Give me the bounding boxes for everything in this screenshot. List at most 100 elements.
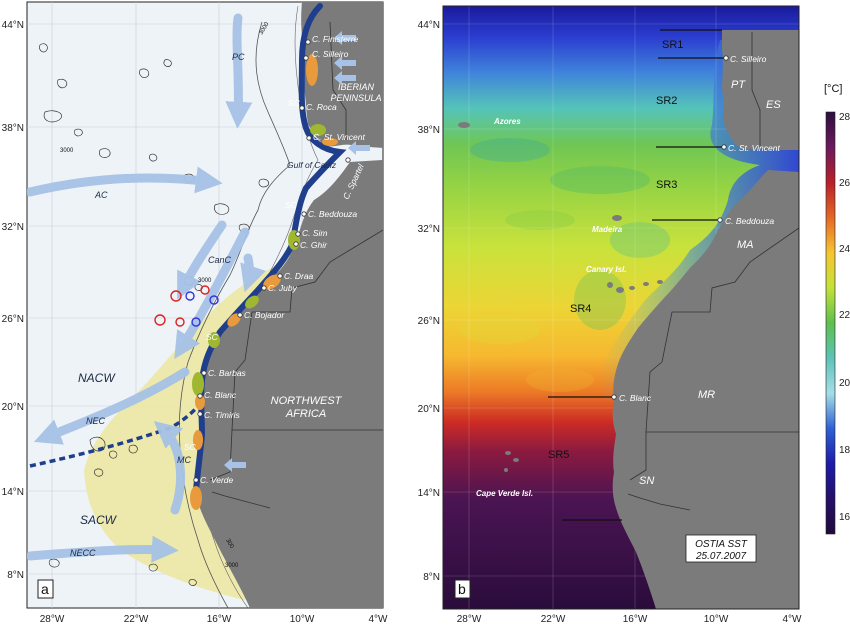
cape-label: C. St. Vincent	[728, 143, 780, 153]
panel-b-islands	[458, 122, 663, 472]
product-name: OSTIA SST	[695, 539, 748, 550]
panel-b-lon-ticks: 28°W 22°W 16°W 10°W 4°W	[457, 614, 802, 625]
lat-tick: 20°N	[418, 404, 440, 415]
cape-label: C. Timiris	[204, 410, 241, 420]
lon-tick: 10°W	[704, 614, 729, 625]
canc-upper-arrow	[240, 253, 266, 293]
lat-tick: 20°N	[2, 402, 24, 413]
sc-label: SC	[288, 98, 301, 108]
pc-current-arrow	[225, 13, 253, 129]
lon-tick: 10°W	[290, 614, 315, 625]
country-label: MA	[737, 239, 754, 251]
colorbar-tick: 20	[839, 378, 850, 389]
isobath-label: 3000	[198, 278, 212, 284]
cape-label: C. Roca	[306, 102, 337, 112]
cape-label: C. Draa	[284, 271, 314, 281]
eddies	[154, 285, 219, 327]
country-label: MR	[698, 389, 715, 401]
cape-label: C. Finisterre	[312, 34, 359, 44]
lat-tick: 14°N	[418, 488, 440, 499]
nec-label: NEC	[86, 416, 106, 426]
ac-label: AC	[94, 190, 108, 200]
lon-tick: 16°W	[207, 614, 232, 625]
lon-tick: 22°W	[541, 614, 566, 625]
panel-b-letter: b	[458, 581, 466, 597]
cape-label: C. Ghir	[300, 240, 328, 250]
upwelling-orange-blob	[190, 486, 202, 510]
product-stamp-box	[685, 534, 757, 563]
northwest-africa-label: NORTHWEST AFRICA	[271, 395, 343, 420]
panel-a-letter-box	[37, 579, 54, 599]
canc-current-arrow	[174, 227, 250, 360]
ac-current-arrow	[27, 166, 223, 197]
cape-label: C. St. Vincent	[313, 132, 365, 142]
panel-b-cape-labels: C. Silleiro C. St. Vincent C. Beddouza C…	[619, 54, 780, 403]
sc-label: SC	[184, 442, 197, 452]
upwelling-orange-blob	[263, 274, 281, 290]
product-date: 25.07.2007	[695, 551, 746, 562]
cape-label: C. Blanc	[204, 390, 237, 400]
sc-label: SC	[285, 200, 298, 210]
lat-tick: 8°N	[7, 570, 24, 581]
panel-a-lon-ticks: 28°W 22°W 16°W 10°W 4°W	[40, 614, 388, 625]
lat-tick: 44°N	[418, 20, 440, 31]
subregion-label: SR1	[662, 39, 683, 51]
country-label: ES	[766, 99, 781, 111]
upwelling-filaments	[190, 54, 338, 510]
upwelling-green-blob	[208, 332, 220, 348]
upwelling-green-blob	[310, 124, 326, 136]
isobath-label: 300	[224, 538, 235, 550]
subregion-label: SR5	[548, 449, 569, 461]
sacw-label: SACW	[80, 513, 118, 527]
cape-label: C. Blanc	[619, 393, 652, 403]
lon-tick: 28°W	[457, 614, 482, 625]
colorbar-scale	[825, 111, 836, 535]
upwelling-orange-blob	[227, 313, 241, 327]
lat-tick: 44°N	[2, 20, 24, 31]
upwelling-green-blob	[245, 295, 259, 309]
colorbar-tick: 22	[839, 310, 850, 321]
cape-label: C. Juby	[268, 283, 298, 293]
colorbar: [°C] 28 26 24 22 20 18 16	[824, 83, 850, 535]
nacw-label: NACW	[78, 371, 116, 385]
country-label: PT	[731, 79, 746, 91]
cape-label: C. Beddouza	[308, 209, 357, 219]
nec-current-arrow	[33, 367, 190, 445]
panel-a-borders	[209, 21, 383, 509]
cape-label: C. Bojador	[244, 310, 285, 320]
upwelling-orange-blob	[193, 430, 203, 450]
lat-tick: 38°N	[2, 123, 24, 134]
lat-tick: 32°N	[2, 222, 24, 233]
necc-label: NECC	[70, 548, 96, 558]
lat-tick: 8°N	[423, 572, 440, 583]
panel-a-lat-ticks: 44°N 38°N 32°N 26°N 20°N 14°N 8°N	[2, 20, 24, 581]
colorbar-tick: 28	[839, 112, 850, 123]
gulf-of-cadiz-label: Gulf of Cadiz	[287, 160, 337, 170]
lon-tick: 4°W	[783, 614, 803, 625]
sc-label: SC	[206, 332, 219, 342]
cape-label: C. Sim	[302, 228, 328, 238]
mc-current-arrow	[153, 420, 186, 515]
panel-a-letter: a	[41, 581, 49, 597]
upwelling-orange-blob	[322, 138, 338, 146]
lat-tick: 32°N	[418, 224, 440, 235]
cape-label: C. Silleiro	[312, 49, 349, 59]
upwelling-green-blob	[192, 372, 204, 396]
iberian-peninsula-label: IBERIAN PENINSULA	[330, 82, 381, 103]
mc-label: MC	[177, 455, 191, 465]
upwelling-orange-blob	[195, 394, 205, 410]
subregion-labels: SR1 SR2 SR3 SR4 SR5	[548, 39, 683, 461]
colorbar-tick: 18	[839, 445, 850, 456]
island-labels: Azores Madeira Canary Isl. Cape Verde Is…	[476, 117, 626, 498]
sc-labels: SC SC SC SC	[184, 98, 301, 452]
colorbar-ticks: 28 26 24 22 20 18 16	[839, 112, 850, 523]
panel-b-lat-ticks: 44°N 38°N 32°N 26°N 20°N 14°N 8°N	[418, 20, 440, 583]
panel-b-frame	[442, 5, 800, 610]
island-label: Cape Verde Isl.	[476, 489, 533, 498]
sacw-water-mass-area	[84, 258, 300, 608]
cape-label: C. Verde	[200, 475, 234, 485]
canc-current-arrow-2	[177, 220, 227, 300]
cape-label: C. Barbas	[208, 368, 247, 378]
panel-b-africa-land	[612, 170, 799, 609]
